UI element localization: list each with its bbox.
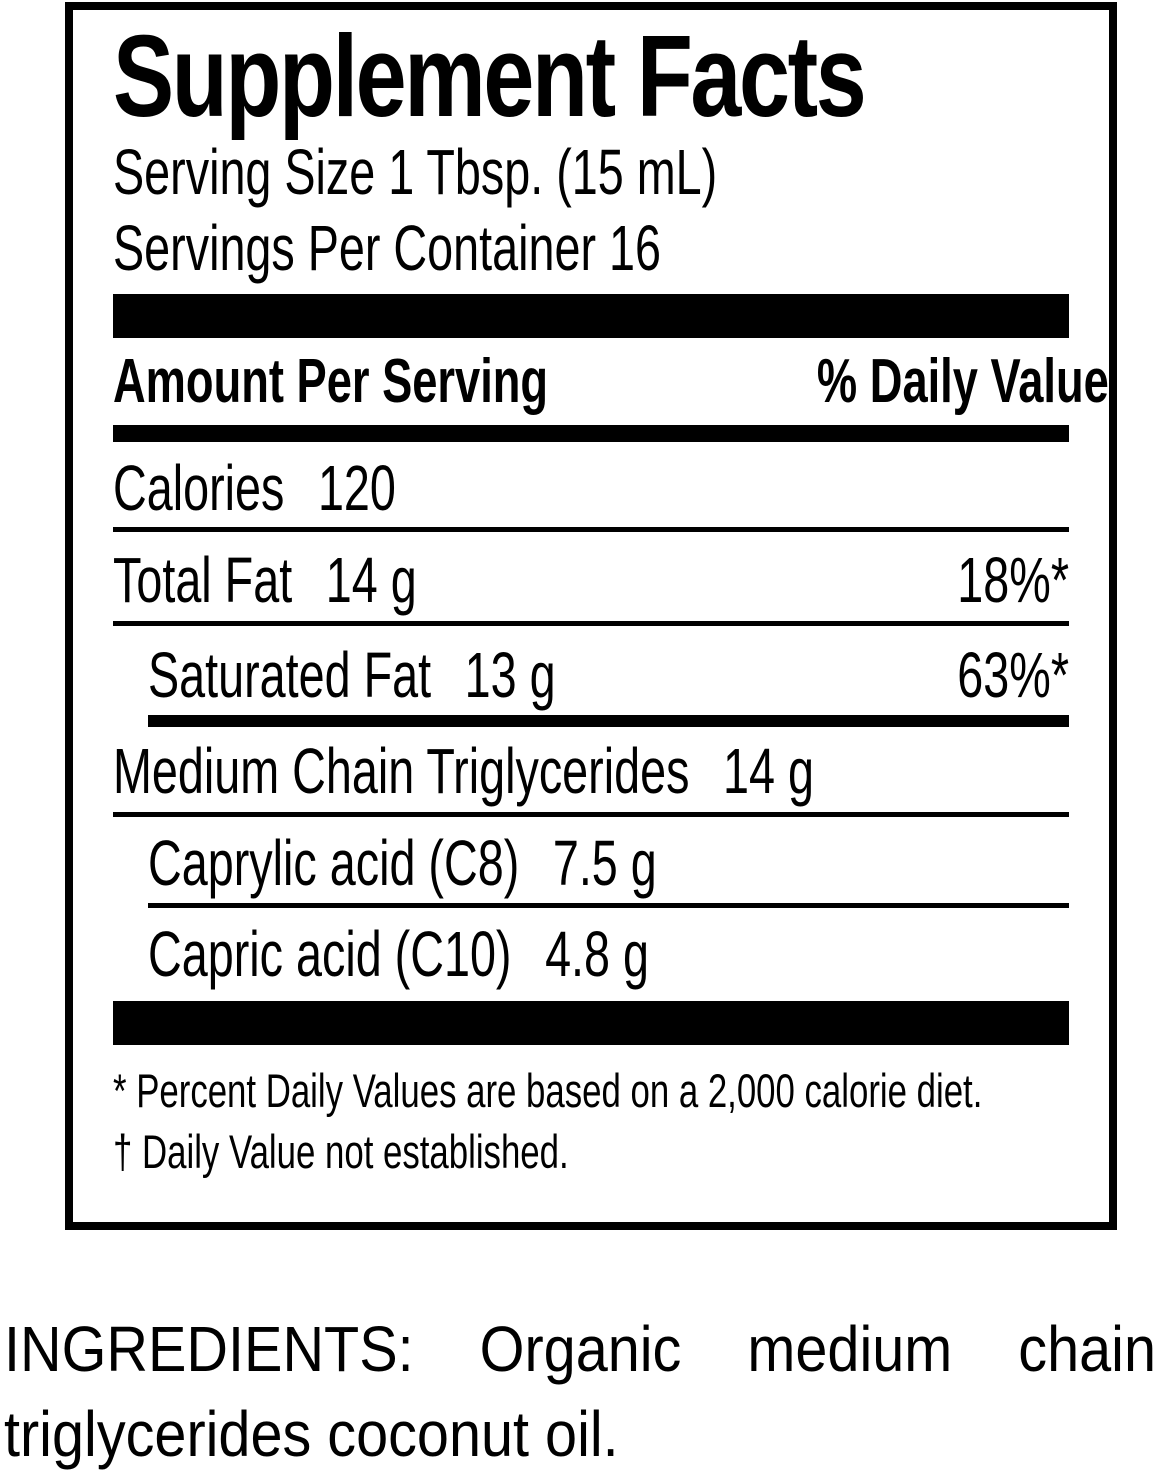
row-amount: 14 g — [325, 544, 417, 616]
footnote-daily-value-not-established: † Daily Value not established. — [113, 1125, 569, 1178]
panel-title: Supplement Facts — [113, 18, 1069, 134]
row-name: Medium Chain Triglycerides — [113, 735, 690, 807]
row-amount: 14 g — [723, 735, 814, 807]
row-name: Calories — [113, 452, 285, 524]
nutrient-row-saturated-fat: Saturated Fat 13 g 63%* — [113, 643, 1069, 707]
row-amount: 4.8 g — [545, 918, 649, 990]
row-amount: 13 g — [464, 639, 556, 711]
nutrient-row-caprylic-acid: Caprylic acid (C8) 7.5 g — [113, 831, 1069, 895]
row-daily-value: 63%* — [957, 639, 1069, 711]
column-header-row: Amount Per Serving % Daily Value — [113, 347, 1109, 416]
row-name: Capric acid (C10) — [148, 918, 512, 990]
separator — [113, 812, 1069, 817]
ingredients-paragraph: INGREDIENTS: Organic medium chain trigly… — [4, 1317, 1168, 1466]
nutrient-row-total-fat: Total Fat 14 g 18%* — [113, 548, 1069, 612]
panel-title-text: Supplement Facts — [113, 11, 867, 141]
nutrient-row-calories: Calories 120 — [113, 456, 1069, 520]
nutrient-row-capric-acid: Capric acid (C10) 4.8 g — [113, 922, 1069, 986]
row-name: Total Fat — [113, 544, 293, 616]
ingredients-word: Organic — [479, 1313, 682, 1385]
ingredients-word: chain — [1018, 1313, 1156, 1385]
ingredients-line1: INGREDIENTS: Organic medium chain — [4, 1317, 1156, 1381]
servings-per-container-line: Servings Per Container 16 — [113, 212, 661, 284]
ingredients-line2: triglycerides coconut oil. — [4, 1398, 619, 1470]
footnote-percent-daily-values: * Percent Daily Values are based on a 2,… — [113, 1064, 983, 1117]
ingredients-word: medium — [747, 1313, 953, 1385]
row-amount: 7.5 g — [552, 827, 657, 899]
separator — [113, 527, 1069, 532]
header-underline-bar — [113, 425, 1069, 442]
separator-indented — [148, 903, 1069, 908]
column-header-amount: Amount Per Serving — [113, 347, 549, 416]
row-amount: 120 — [317, 452, 396, 524]
serving-size-line: Serving Size 1 Tbsp. (15 mL) — [113, 136, 718, 208]
row-daily-value: 18%* — [957, 544, 1069, 616]
row-name: Saturated Fat — [148, 639, 432, 711]
row-name: Caprylic acid (C8) — [148, 827, 520, 899]
section-bar-bottom — [113, 1001, 1069, 1045]
nutrient-row-mct: Medium Chain Triglycerides 14 g — [113, 739, 1069, 803]
separator-thick-indented — [148, 715, 1069, 727]
column-header-daily-value: % Daily Value — [816, 347, 1109, 416]
separator — [113, 621, 1069, 626]
supplement-facts-panel: Supplement Facts Serving Size 1 Tbsp. (1… — [65, 2, 1117, 1230]
ingredients-word: INGREDIENTS: — [4, 1313, 414, 1385]
section-bar-top — [113, 294, 1069, 338]
